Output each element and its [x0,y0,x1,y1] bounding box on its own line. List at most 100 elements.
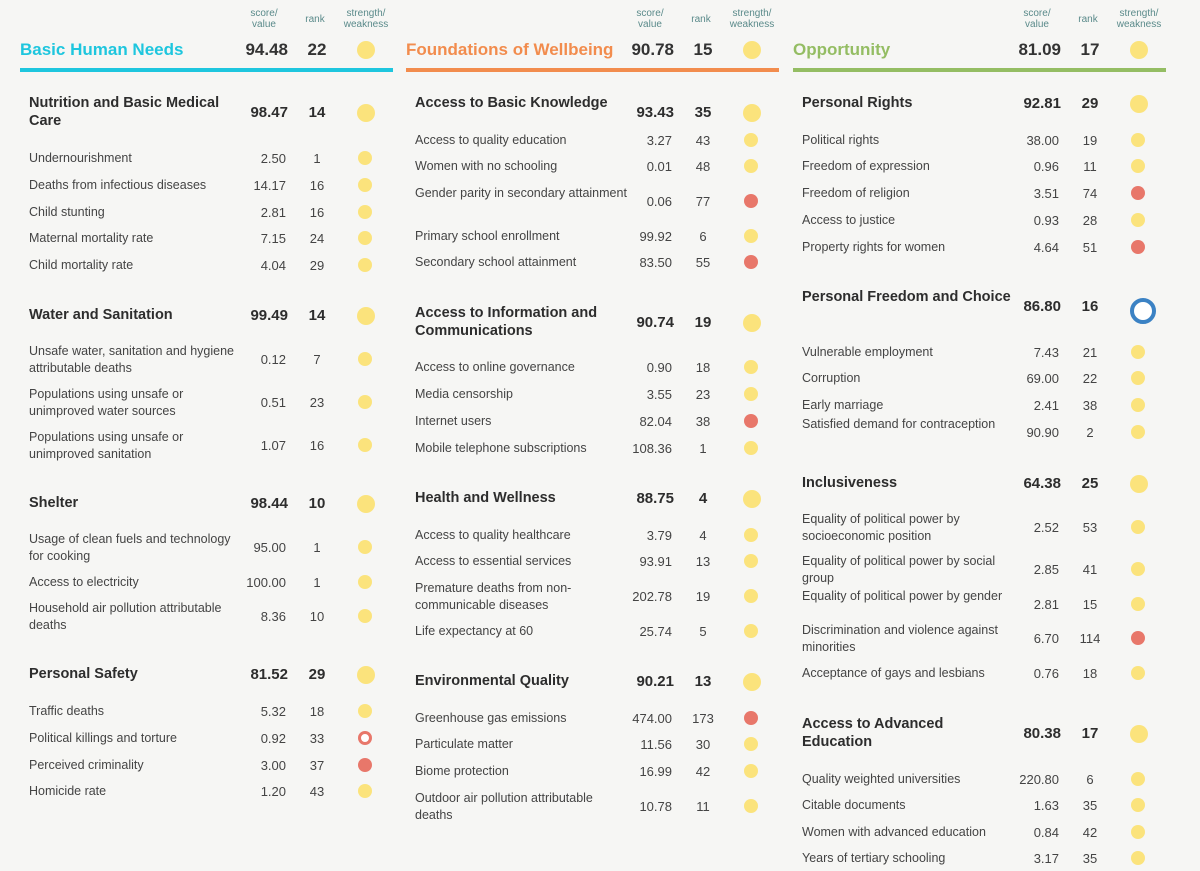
strength-weakness-header: strength/ weakness [343,8,389,30]
indicator-strength-dot [1131,425,1145,439]
indicator-rank: 43 [309,784,325,799]
dimension-underline [793,68,1166,72]
indicator-value: 82.04 [639,414,672,429]
indicator-rank: 173 [692,711,714,726]
indicator-name: Biome protection [415,764,509,778]
score-value-header: score/ value [636,8,664,30]
component-rank: 17 [1081,725,1099,742]
indicator-name: Equality of political power by social gr… [802,554,996,585]
component-rank: 29 [1081,95,1099,112]
indicator-strength-dot [358,178,372,192]
strength-weakness-header: strength/ weakness [729,8,775,30]
indicator-strength-dot [358,395,372,409]
rank-header: rank [305,14,325,25]
component-title: Environmental Quality [415,673,569,689]
indicator-value: 0.51 [260,395,286,410]
indicator-name: Political killings and torture [29,731,177,745]
component-title: Nutrition and Basic Medical Care [29,95,220,129]
indicator-name: Access to quality education [415,133,567,147]
indicator-strength-dot [744,414,758,428]
indicator-strength-dot [1131,666,1145,680]
component-title: Inclusiveness [802,475,898,491]
component-rank: 19 [694,314,712,331]
indicator-rank: 6 [1086,772,1094,787]
indicator-value: 220.80 [1019,772,1059,787]
indicator-strength-dot [744,624,758,638]
indicator-strength-dot [744,764,758,778]
component-title: Personal Safety [29,666,138,682]
component-rank: 25 [1081,475,1099,492]
indicator-strength-dot [1131,398,1145,412]
indicator-strength-dot [358,575,372,589]
indicator-name: Gender parity in secondary attainment [415,186,627,200]
indicator-name: Political rights [802,133,880,147]
indicator-name: Internet users [415,414,492,428]
indicator-rank: 77 [695,194,711,209]
indicator-strength-dot [358,438,372,452]
indicator-rank: 1 [699,441,707,456]
component-title: Access to Basic Knowledge [415,95,608,111]
indicator-strength-dot [744,711,758,725]
indicator-rank: 28 [1082,213,1098,228]
indicator-strength-dot [744,799,758,813]
indicator-value: 3.17 [1033,851,1059,866]
indicator-value: 11.56 [640,737,672,752]
indicator-strength-dot [1131,851,1145,865]
component-strength-dot [1130,95,1148,113]
indicator-rank: 16 [309,178,325,193]
indicator-strength-dot [744,528,758,542]
indicator-name: Particulate matter [415,737,513,751]
indicator-strength-dot [358,151,372,165]
indicator-strength-dot [744,360,758,374]
indicator-name: Perceived criminality [29,758,144,772]
indicator-rank: 4 [699,528,707,543]
indicator-value: 3.79 [646,528,672,543]
component-rank: 16 [1081,298,1099,315]
indicator-name: Freedom of expression [802,159,930,173]
indicator-strength-dot [358,784,372,798]
dimension-score: 94.48 [245,40,288,59]
indicator-rank: 11 [1083,159,1097,174]
indicator-rank: 1 [313,151,321,166]
indicator-name: Unsafe water, sanitation and hygiene att… [29,344,234,375]
component-strength-dot [357,104,375,122]
component-score: 81.52 [250,666,288,683]
strength-weakness-header: strength/ weakness [1116,8,1162,30]
indicator-rank: 114 [1079,631,1101,646]
indicator-name: Access to justice [802,213,896,227]
indicator-rank: 13 [695,554,711,569]
indicator-value: 38.00 [1026,133,1059,148]
indicator-value: 7.43 [1033,345,1059,360]
indicator-name: Premature deaths from non-communicable d… [415,581,572,612]
indicator-name: Freedom of religion [802,186,910,200]
indicator-value: 3.27 [646,133,672,148]
component-score: 98.44 [250,495,288,512]
component-strength-dot [743,314,761,332]
indicator-value: 2.81 [1033,597,1059,612]
rank-header: rank [691,14,711,25]
indicator-strength-dot [1131,520,1145,534]
indicator-rank: 15 [1082,597,1098,612]
indicator-rank: 42 [1082,825,1098,840]
indicator-name: Life expectancy at 60 [415,624,534,638]
indicator-rank: 6 [699,229,707,244]
component-rank: 35 [694,104,712,121]
indicator-strength-dot [358,704,372,718]
indicator-strength-dot [744,441,758,455]
indicator-value: 4.64 [1033,240,1059,255]
indicator-strength-dot [1131,597,1145,611]
dimension-rank: 17 [1080,40,1100,59]
indicator-name: Greenhouse gas emissions [415,711,567,725]
indicator-strength-dot [358,258,372,272]
indicator-value: 14.17 [253,178,286,193]
component-strength-dot [743,673,761,691]
component-score: 80.38 [1023,725,1061,742]
component-rank: 10 [308,495,326,512]
indicator-value: 83.50 [639,255,672,270]
indicator-rank: 11 [696,799,710,814]
component-score: 93.43 [636,104,674,121]
indicator-strength-dot [744,554,758,568]
indicator-name: Women with no schooling [415,159,558,173]
indicator-value: 3.55 [646,387,672,402]
indicator-rank: 30 [695,737,711,752]
